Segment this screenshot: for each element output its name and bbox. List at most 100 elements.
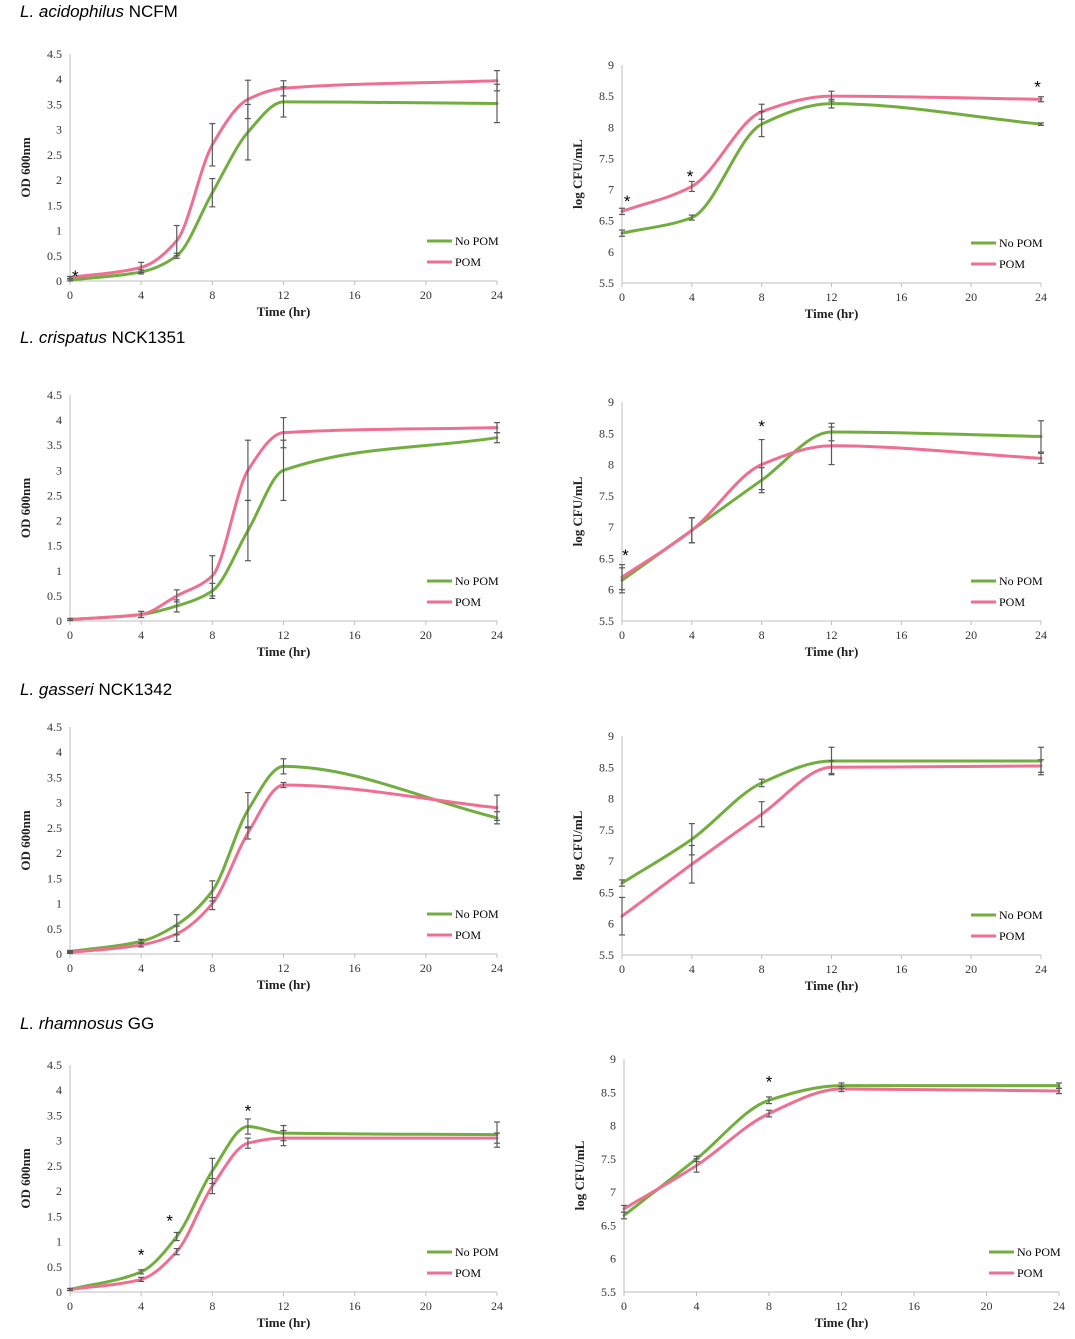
series-line-no-pom	[620, 759, 1043, 885]
error-bar	[244, 439, 251, 502]
error-bar	[138, 610, 145, 619]
y-tick-label: 3.5	[47, 97, 62, 111]
x-tick-label: 4	[689, 290, 695, 304]
error-bar	[688, 180, 695, 193]
significance-star: *	[1034, 77, 1041, 96]
y-tick-label: 3	[56, 463, 62, 477]
x-tick-label: 12	[278, 1299, 290, 1313]
error-bar	[244, 499, 251, 562]
error-bar	[828, 90, 835, 102]
x-axis-label: Time (hr)	[257, 1315, 311, 1330]
y-tick-label: 2	[56, 173, 62, 187]
chart-crispatus-od: 0 4 8 12 16 20 24 0 0.5 1 1.5 2 2.5 3 3.5 4 4.5 Time (hr)…	[18, 388, 503, 659]
y-tick-label: 6.5	[599, 214, 614, 228]
significance-star: *	[758, 417, 765, 436]
x-tick-label: 20	[420, 628, 432, 642]
x-tick-label: 24	[491, 628, 503, 642]
error-bar	[280, 416, 287, 449]
x-tick-label: 20	[981, 1299, 993, 1313]
error-bar	[1038, 96, 1044, 103]
y-tick-label: 3	[56, 1134, 62, 1148]
x-tick-label: 12	[826, 628, 838, 642]
y-tick-label: 3.5	[47, 770, 62, 784]
legend-label-pom: POM	[455, 928, 481, 942]
y-tick-label: 9	[610, 1052, 616, 1066]
y-tick-label: 7.5	[599, 151, 614, 165]
x-axis-label: Time (hr)	[805, 644, 859, 659]
error-bar	[619, 879, 625, 887]
significance-star: *	[72, 267, 79, 286]
y-axis-label: log CFU/mL	[570, 810, 585, 880]
legend-label-pom: POM	[1017, 1266, 1043, 1280]
error-bar	[209, 555, 216, 597]
y-tick-label: 7.5	[599, 489, 614, 503]
y-tick-label: 6.5	[599, 885, 614, 899]
y-tick-label: 8	[610, 1119, 616, 1133]
y-tick-label: 7	[608, 183, 614, 197]
y-tick-label: 2.5	[47, 821, 62, 835]
strain-name: NCK1351	[111, 328, 186, 347]
legend-label-no-pom: No POM	[999, 236, 1043, 250]
x-axis-label: Time (hr)	[805, 306, 859, 321]
legend-label-pom: POM	[999, 929, 1025, 943]
y-tick-label: 0.5	[47, 922, 62, 936]
x-tick-label: 0	[621, 1299, 627, 1313]
error-bar	[244, 79, 251, 120]
chart-acidophilus-cfu: 0 4 8 12 16 20 24 5.5 6 6.5 7 7.5 8 8.5 9 Time (hr) log …	[570, 58, 1047, 321]
chart-acidophilus-od: 0 4 8 12 16 20 24 0 0.5 1 1.5 2 2.5 3 3.5 4 4.5 Time (hr)…	[18, 47, 503, 319]
x-tick-label: 20	[965, 962, 977, 976]
legend-label-no-pom: No POM	[455, 1245, 499, 1259]
y-tick-label: 4	[56, 72, 62, 86]
section-title-rhamnosus: L. rhamnosus GG	[20, 1014, 154, 1034]
error-bar	[209, 177, 216, 208]
x-tick-label: 0	[67, 288, 73, 302]
legend-label-no-pom: No POM	[455, 907, 499, 921]
x-tick-label: 0	[619, 628, 625, 642]
x-tick-label: 24	[1035, 290, 1047, 304]
x-tick-label: 16	[895, 290, 907, 304]
error-bar	[67, 275, 73, 280]
error-bar	[244, 1137, 251, 1149]
y-tick-label: 2	[56, 846, 62, 860]
y-axis-label: log CFU/mL	[570, 476, 585, 546]
series-line-no-pom	[622, 1084, 1061, 1217]
y-tick-label: 7	[608, 854, 614, 868]
y-tick-label: 6.5	[599, 551, 614, 565]
x-tick-label: 16	[895, 962, 907, 976]
significance-star: *	[624, 192, 631, 211]
species-name: L. gasseri	[20, 680, 94, 699]
y-tick-label: 2.5	[47, 1159, 62, 1173]
y-tick-label: 7	[610, 1185, 616, 1199]
y-tick-label: 6	[608, 245, 614, 259]
y-tick-label: 8.5	[599, 760, 614, 774]
chart-gasseri-cfu: 0 4 8 12 16 20 24 5.5 6 6.5 7 7.5 8 8.5 9 Time (hr) log …	[570, 729, 1047, 993]
series-line-pom	[620, 764, 1043, 918]
significance-star: *	[138, 1246, 145, 1265]
chart-rhamnosus-od: 0 4 8 12 16 20 24 0 0.5 1 1.5 2 2.5 3 3.5 4 4.5 Time (hr)…	[18, 1058, 503, 1330]
error-bar	[244, 1118, 251, 1135]
error-bar	[67, 1287, 73, 1292]
y-axis-label: log CFU/mL	[570, 139, 585, 209]
x-tick-label: 4	[138, 961, 144, 975]
x-axis-label: Time (hr)	[257, 977, 311, 992]
error-bar	[766, 1096, 772, 1105]
error-bar	[173, 1248, 180, 1256]
y-tick-label: 9	[608, 729, 614, 743]
species-name: L. crispatus	[20, 328, 107, 347]
x-tick-label: 16	[349, 961, 361, 975]
series-line-no-pom	[68, 1125, 499, 1291]
legend-label-pom: POM	[999, 595, 1025, 609]
y-tick-label: 1.5	[47, 1209, 62, 1223]
y-tick-label: 0	[56, 947, 62, 961]
x-tick-label: 8	[209, 961, 215, 975]
error-bar	[173, 589, 180, 603]
y-tick-label: 2	[56, 514, 62, 528]
error-bar	[1038, 420, 1044, 453]
x-tick-label: 8	[759, 962, 765, 976]
legend-label-no-pom: No POM	[999, 908, 1043, 922]
x-tick-label: 16	[349, 628, 361, 642]
x-tick-label: 24	[491, 288, 503, 302]
y-tick-label: 9	[608, 395, 614, 409]
error-bar	[138, 1269, 145, 1275]
error-bar	[138, 261, 145, 274]
